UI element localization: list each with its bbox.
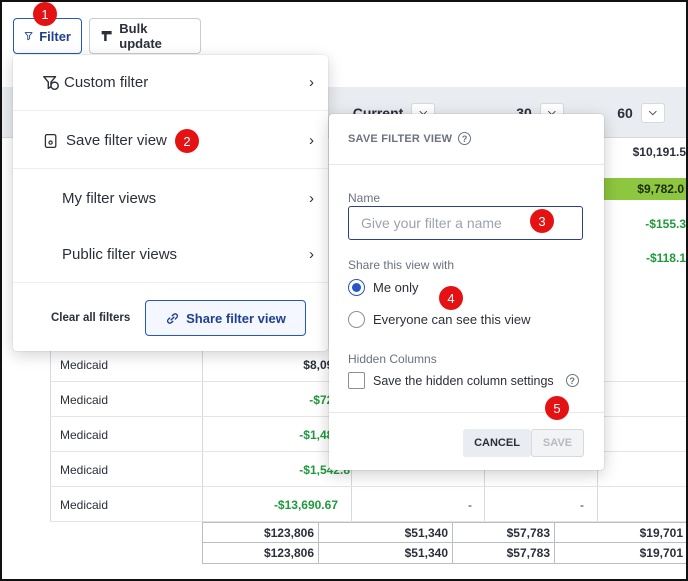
save-filter-view-panel: SAVE FILTER VIEW ? Name Share this view … xyxy=(329,114,604,470)
total-cell: $57,783 xyxy=(453,523,555,543)
name-label: Name xyxy=(348,191,381,205)
radio-everyone[interactable]: Everyone can see this view xyxy=(348,311,531,328)
cell-value: -$155.3 xyxy=(645,217,686,231)
amount-cell: -$721.1 xyxy=(202,382,350,417)
payer-cell: Medicaid xyxy=(60,497,109,512)
payer-cell: Medicaid xyxy=(60,462,109,477)
filter-menu: Custom filter › Save filter view › My fi… xyxy=(13,55,328,351)
menu-item-public-filter-views[interactable]: Public filter views › xyxy=(13,227,328,283)
share-label: Share this view with xyxy=(348,258,455,272)
cell-value-highlighted: $9,782.0 xyxy=(604,178,686,200)
payer-cell: Medicaid xyxy=(60,357,109,372)
hidden-columns-checkbox[interactable]: Save the hidden column settings ? xyxy=(348,372,579,389)
amount-cell-30: - xyxy=(468,497,472,512)
save-button[interactable]: SAVE xyxy=(531,429,584,457)
radio-label: Everyone can see this view xyxy=(373,312,531,327)
payer-cell: Medicaid xyxy=(60,392,109,407)
bulk-update-icon xyxy=(101,31,112,41)
payer-cell: Medicaid xyxy=(60,427,109,442)
menu-item-label: Save filter view xyxy=(66,132,167,149)
chevron-right-icon: › xyxy=(309,132,314,149)
checkbox-box xyxy=(348,372,365,389)
menu-item-label: My filter views xyxy=(62,189,157,207)
panel-title-text: SAVE FILTER VIEW xyxy=(348,132,453,145)
menu-item-my-filter-views[interactable]: My filter views › xyxy=(13,170,328,226)
total-cell: $51,340 xyxy=(319,543,453,563)
total-cell: $123,806 xyxy=(203,543,319,563)
divider xyxy=(329,412,604,413)
bulk-update-label: Bulk update xyxy=(119,21,162,51)
radio-me-only[interactable]: Me only xyxy=(348,279,419,296)
step-badge-5: 5 xyxy=(545,396,569,420)
step-badge-3: 3 xyxy=(530,209,554,233)
menu-footer: Clear all filters Share filter view xyxy=(13,288,328,351)
menu-item-label: Custom filter xyxy=(64,74,149,91)
menu-item-label: Public filter views xyxy=(62,246,178,263)
menu-item-custom-filter[interactable]: Custom filter › xyxy=(13,55,328,111)
custom-filter-icon xyxy=(41,73,61,93)
filter-icon xyxy=(24,32,33,41)
chevron-right-icon: › xyxy=(309,74,314,91)
chevron-right-icon: › xyxy=(309,189,314,207)
step-badge-1: 1 xyxy=(33,2,57,26)
cell-value: -$118.1 xyxy=(645,251,686,265)
amount-cell: -$13,690.67 xyxy=(273,497,338,512)
cancel-button[interactable]: CANCEL xyxy=(463,429,531,457)
chevron-right-icon: › xyxy=(309,246,314,263)
amount-cell: -$1,542.8 xyxy=(299,462,350,477)
link-icon xyxy=(167,312,179,324)
clear-all-filters-link[interactable]: Clear all filters xyxy=(51,312,131,324)
totals-row: $123,806 $51,340 $57,783 $19,701 xyxy=(203,543,688,563)
total-cell: $123,806 xyxy=(203,523,319,543)
total-cell: $57,783 xyxy=(453,543,555,563)
menu-item-save-filter-view[interactable]: Save filter view › xyxy=(13,113,328,169)
bulk-update-button[interactable]: Bulk update xyxy=(89,18,201,54)
save-view-icon xyxy=(41,131,61,151)
help-icon[interactable]: ? xyxy=(458,132,472,145)
radio-label: Me only xyxy=(373,280,419,295)
help-icon[interactable]: ? xyxy=(565,374,579,387)
step-badge-4: 4 xyxy=(439,286,463,310)
total-cell: $19,701 xyxy=(639,546,683,560)
total-cell: $19,701 xyxy=(639,526,683,540)
radio-circle-selected xyxy=(348,279,365,296)
column-header-60[interactable]: 60 ⌵ xyxy=(596,87,686,138)
column-header-label: 60 xyxy=(617,104,633,121)
amount-cell-60: - xyxy=(580,497,584,512)
cell-value: $10,191.5 xyxy=(632,145,686,159)
amount-cell: -$1,487.4 xyxy=(299,427,350,442)
checkbox-label: Save the hidden column settings xyxy=(373,373,554,388)
hidden-columns-label: Hidden Columns xyxy=(348,352,437,366)
table-row[interactable]: Medicaid -$13,690.67 - - xyxy=(50,487,686,522)
divider xyxy=(329,164,604,165)
share-filter-view-label: Share filter view xyxy=(186,310,286,326)
radio-circle xyxy=(348,311,365,328)
total-cell: $51,340 xyxy=(319,523,453,543)
amount-cell: $8,099.0 xyxy=(303,357,350,372)
chevron-down-icon[interactable]: ⌵ xyxy=(640,102,665,123)
filter-label: Filter xyxy=(39,28,71,44)
panel-title: SAVE FILTER VIEW ? xyxy=(348,132,472,145)
totals-block: $123,806 $51,340 $57,783 $19,701 $123,80… xyxy=(202,522,688,564)
share-filter-view-button[interactable]: Share filter view xyxy=(145,300,306,336)
step-badge-2: 2 xyxy=(175,129,199,153)
totals-row: $123,806 $51,340 $57,783 $19,701 xyxy=(203,523,688,543)
